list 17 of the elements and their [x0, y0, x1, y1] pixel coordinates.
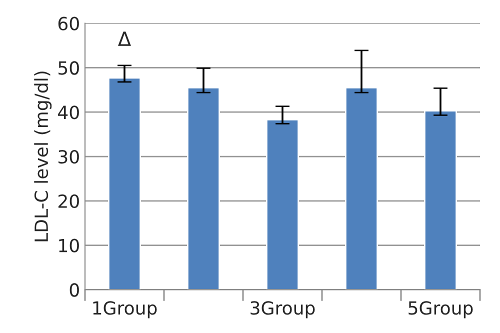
y-tick-label: 30 [58, 150, 79, 164]
x-tick-label: 3Group [250, 301, 315, 318]
y-tick-label: 0 [70, 283, 79, 297]
y-tick-label: 10 [59, 238, 79, 252]
bar [108, 77, 141, 290]
bar [187, 86, 220, 290]
annotation: Δ [118, 32, 131, 46]
x-tick-label: 1Group [93, 301, 157, 318]
y-tick-label: 20 [58, 194, 79, 208]
bar [345, 86, 378, 290]
bar [266, 118, 299, 290]
y-tick-label: 60 [58, 16, 79, 30]
y-tick-label: 40 [58, 106, 79, 120]
y-axis-title: LDL-C level (mg/dl) [34, 72, 52, 242]
bar [424, 110, 457, 290]
y-tick-label: 50 [58, 61, 79, 75]
x-tick-label: 5Group [408, 301, 473, 318]
